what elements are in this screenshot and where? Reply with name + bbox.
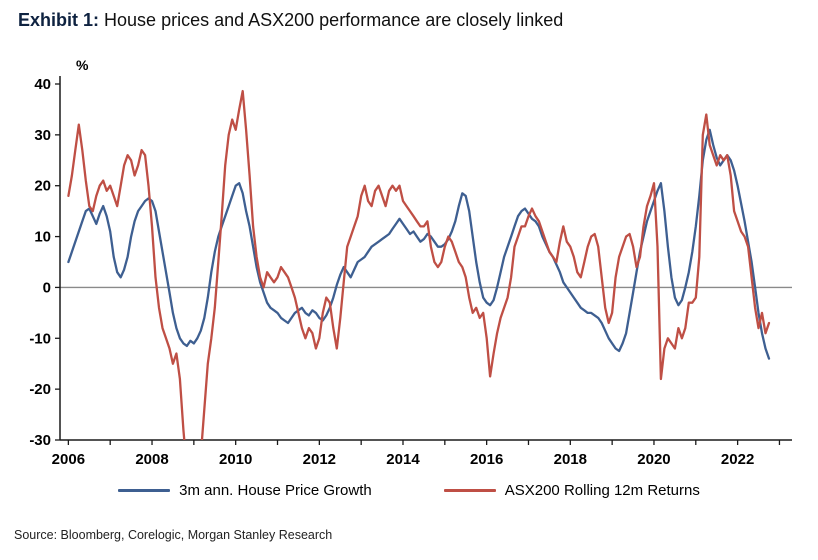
legend-label-house-price: 3m ann. House Price Growth	[179, 482, 372, 499]
chart-area: 40 30 20 10 0 -10 -20 -30 2006 2008 2010 2012 2014 20…	[0, 48, 818, 478]
x-axis-ticks: 2006 2008 2010 2012 2014 2016 2018 2020 2022	[52, 440, 781, 468]
svg-text:-10: -10	[29, 330, 51, 347]
house-price-series-line	[67, 128, 771, 360]
asx200-series-line	[67, 89, 771, 440]
svg-text:2014: 2014	[386, 451, 420, 468]
svg-text:0: 0	[43, 279, 51, 296]
svg-text:10: 10	[34, 229, 51, 246]
chart-legend: 3m ann. House Price Growth ASX200 Rollin…	[0, 482, 818, 499]
svg-text:-30: -30	[29, 432, 51, 449]
y-axis-unit-label: %	[76, 57, 89, 73]
asx200-line-swatch-icon	[443, 489, 496, 492]
svg-text:2022: 2022	[721, 451, 754, 468]
y-axis-ticks: 40 30 20 10 0 -10 -20 -30	[29, 76, 60, 449]
svg-text:2010: 2010	[219, 451, 252, 468]
legend-item-asx200: ASX200 Rolling 12m Returns	[443, 482, 700, 499]
svg-text:20: 20	[34, 178, 51, 195]
svg-text:2006: 2006	[52, 451, 85, 468]
svg-text:-20: -20	[29, 381, 51, 398]
svg-text:2020: 2020	[637, 451, 670, 468]
svg-text:30: 30	[34, 127, 51, 144]
svg-text:2018: 2018	[554, 451, 587, 468]
source-note: Source: Bloomberg, Corelogic, Morgan Sta…	[14, 528, 333, 542]
house-price-line-swatch-icon	[118, 489, 171, 492]
page-title: Exhibit 1: House prices and ASX200 perfo…	[18, 10, 563, 31]
svg-text:2016: 2016	[470, 451, 503, 468]
legend-item-house-price: 3m ann. House Price Growth	[118, 482, 372, 499]
svg-text:2008: 2008	[135, 451, 168, 468]
svg-text:2012: 2012	[303, 451, 336, 468]
legend-label-asx200: ASX200 Rolling 12m Returns	[504, 482, 700, 499]
exhibit-title-text: House prices and ASX200 performance are …	[104, 10, 564, 30]
svg-text:40: 40	[34, 76, 51, 93]
exhibit-label: Exhibit 1:	[18, 10, 100, 30]
